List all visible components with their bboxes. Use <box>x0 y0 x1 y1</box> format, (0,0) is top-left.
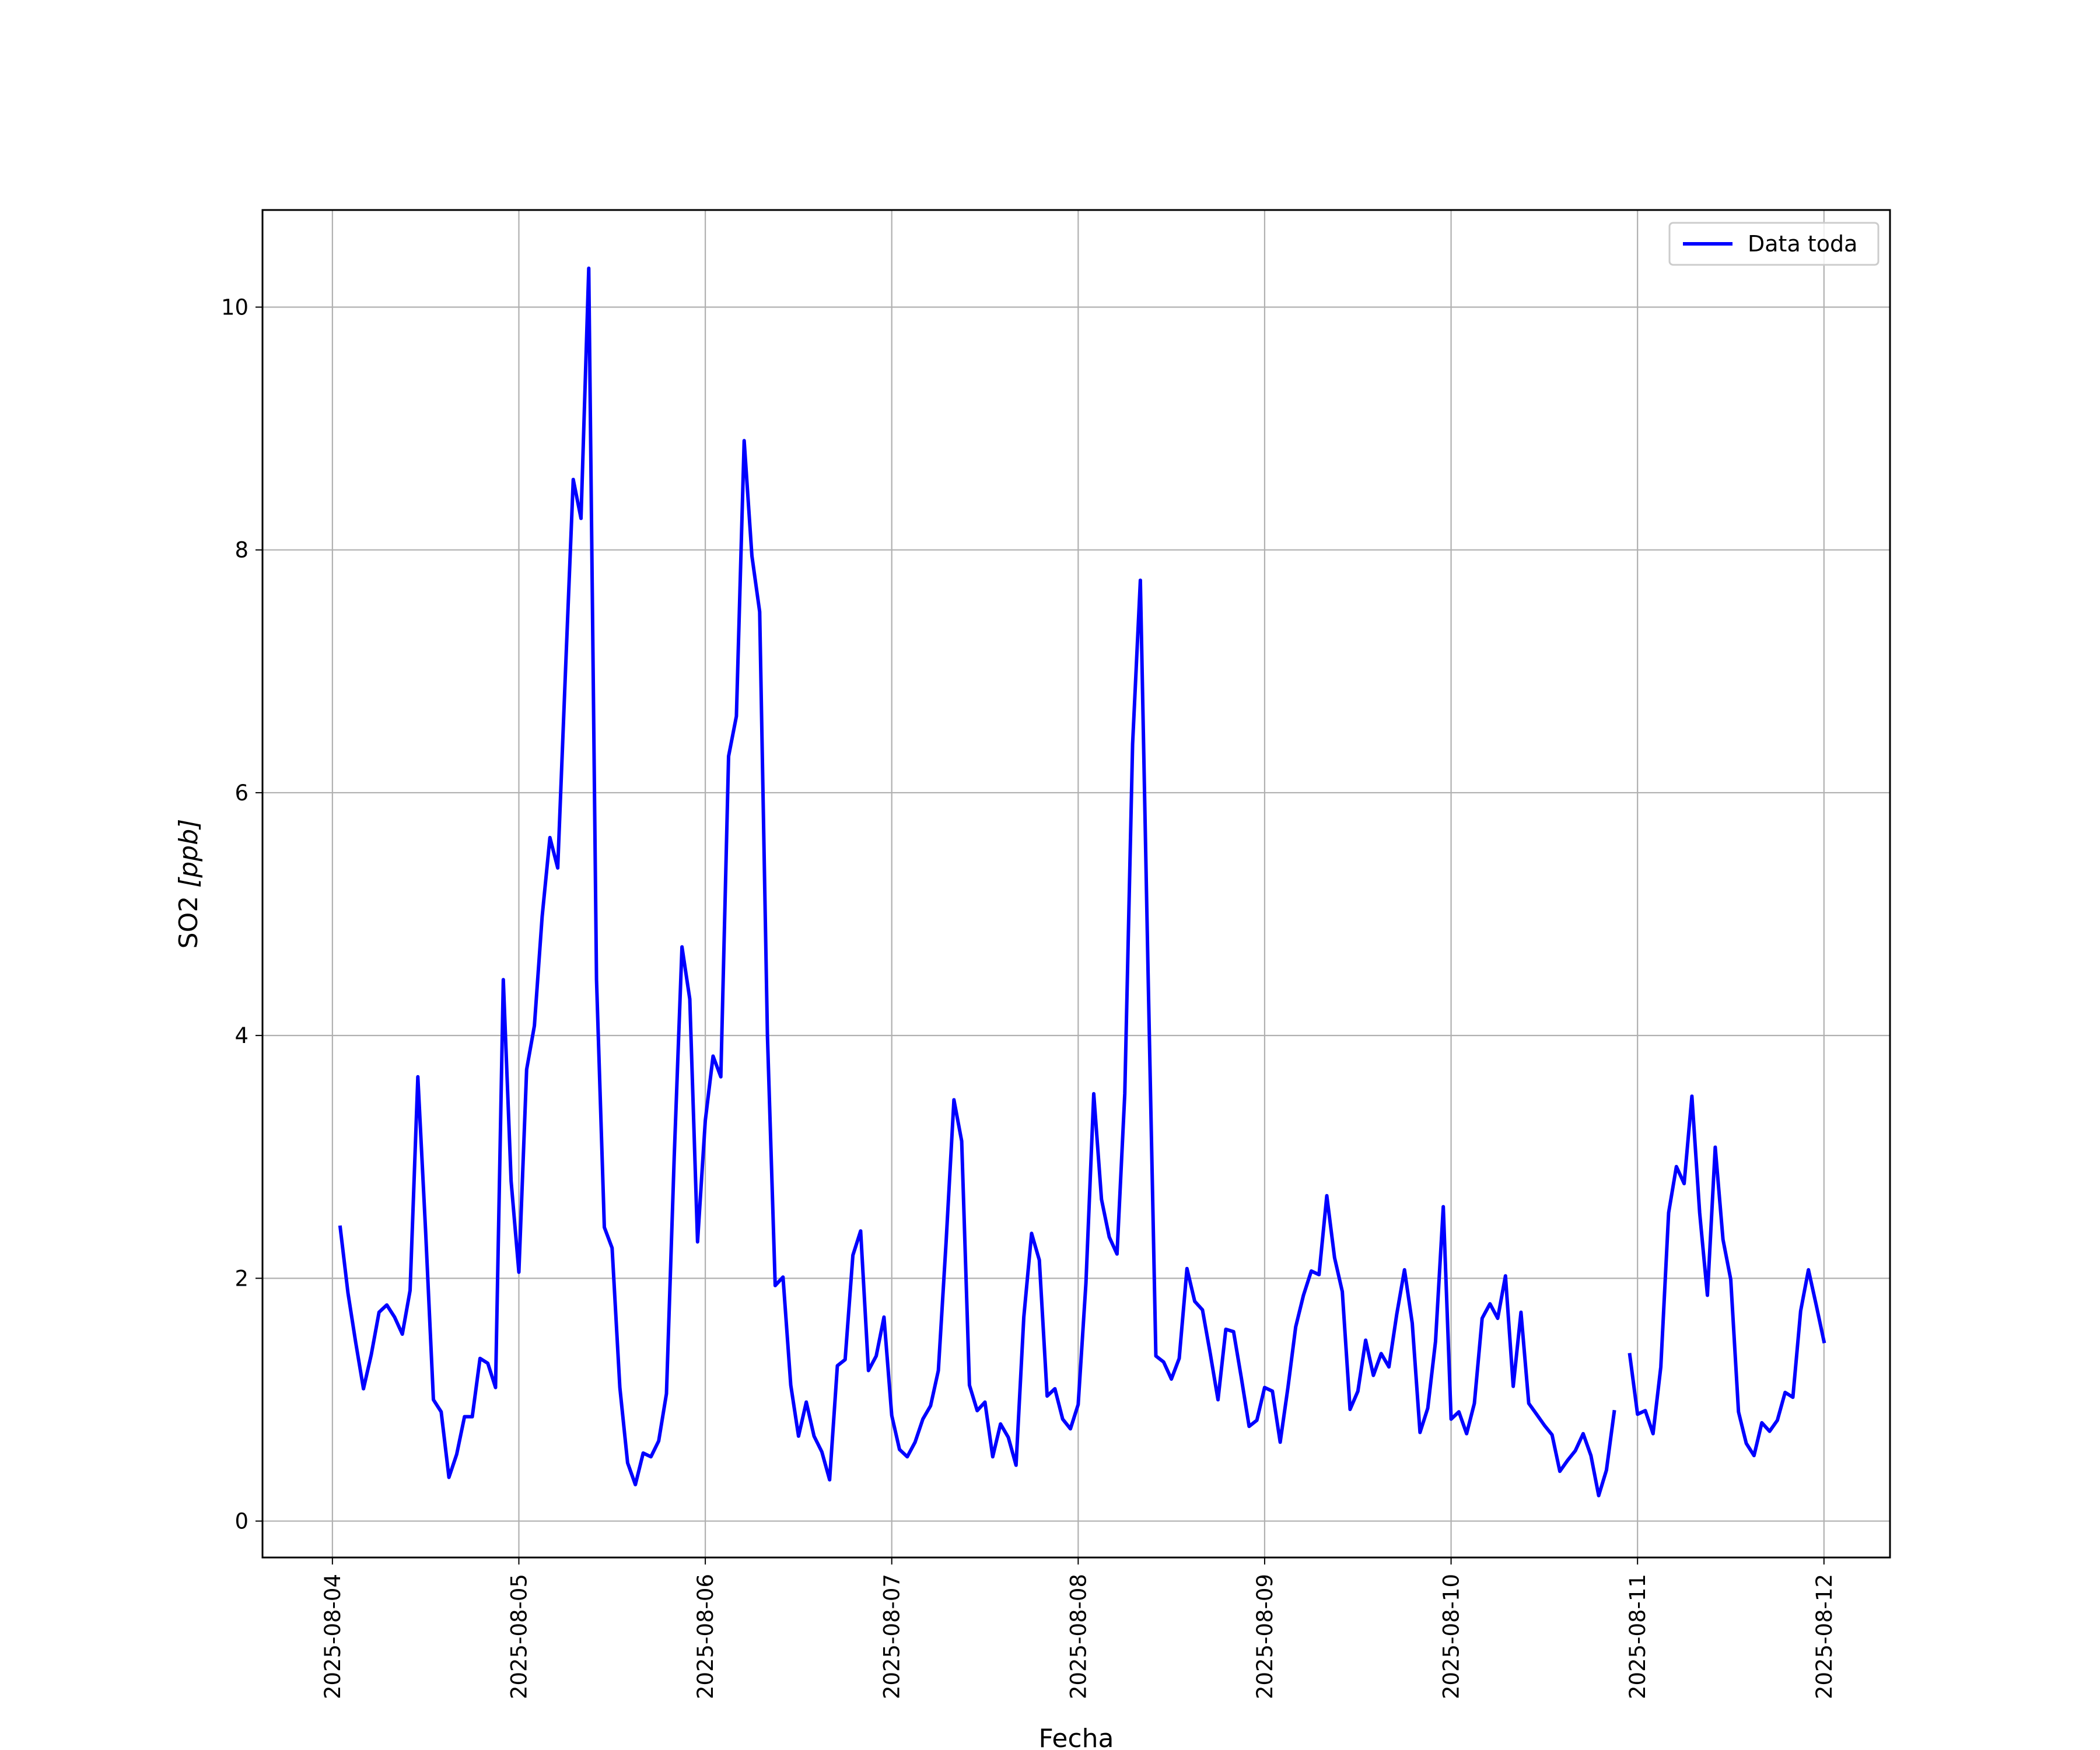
y-tick-label: 4 <box>235 1023 249 1048</box>
y-gridlines <box>262 306 1890 1522</box>
y-tick-label: 2 <box>235 1266 249 1291</box>
y-axis-label: SO2 [ppb] <box>174 819 204 949</box>
plot-frame <box>261 209 1891 1559</box>
x-tick-label: 2025-08-07 <box>880 1574 905 1699</box>
series-layer <box>338 266 1826 1497</box>
y-axis-label-unit: [ppb] <box>174 819 204 888</box>
x-tick-label: 2025-08-11 <box>1625 1574 1650 1699</box>
x-axis-ticks: 2025-08-04 2025-08-05 2025-08-06 2025-08-07… <box>320 1558 1837 1699</box>
y-tick-label: 10 <box>221 295 249 320</box>
x-tick-label: 2025-08-06 <box>693 1574 718 1699</box>
x-tick-label: 2025-08-05 <box>506 1574 531 1699</box>
y-tick-label: 8 <box>235 538 249 563</box>
x-tick-label: 2025-08-04 <box>320 1574 345 1699</box>
series-line <box>338 266 1826 1497</box>
legend-label: Data toda <box>1748 231 1857 257</box>
x-gridlines <box>331 210 1825 1558</box>
legend: Data toda <box>1668 222 1880 266</box>
y-axis-ticks: 0 2 4 6 8 10 <box>221 295 262 1534</box>
y-tick-label: 0 <box>235 1509 249 1534</box>
x-tick-label: 2025-08-09 <box>1252 1574 1278 1699</box>
x-tick-label: 2025-08-08 <box>1066 1574 1091 1699</box>
legend-box <box>1668 222 1880 266</box>
y-axis-label-main: SO2 <box>174 888 204 949</box>
x-tick-label: 2025-08-12 <box>1812 1574 1837 1699</box>
x-tick-label: 2025-08-10 <box>1439 1574 1464 1699</box>
x-axis-label: Fecha <box>1038 1724 1114 1750</box>
y-tick-label: 6 <box>235 780 249 806</box>
